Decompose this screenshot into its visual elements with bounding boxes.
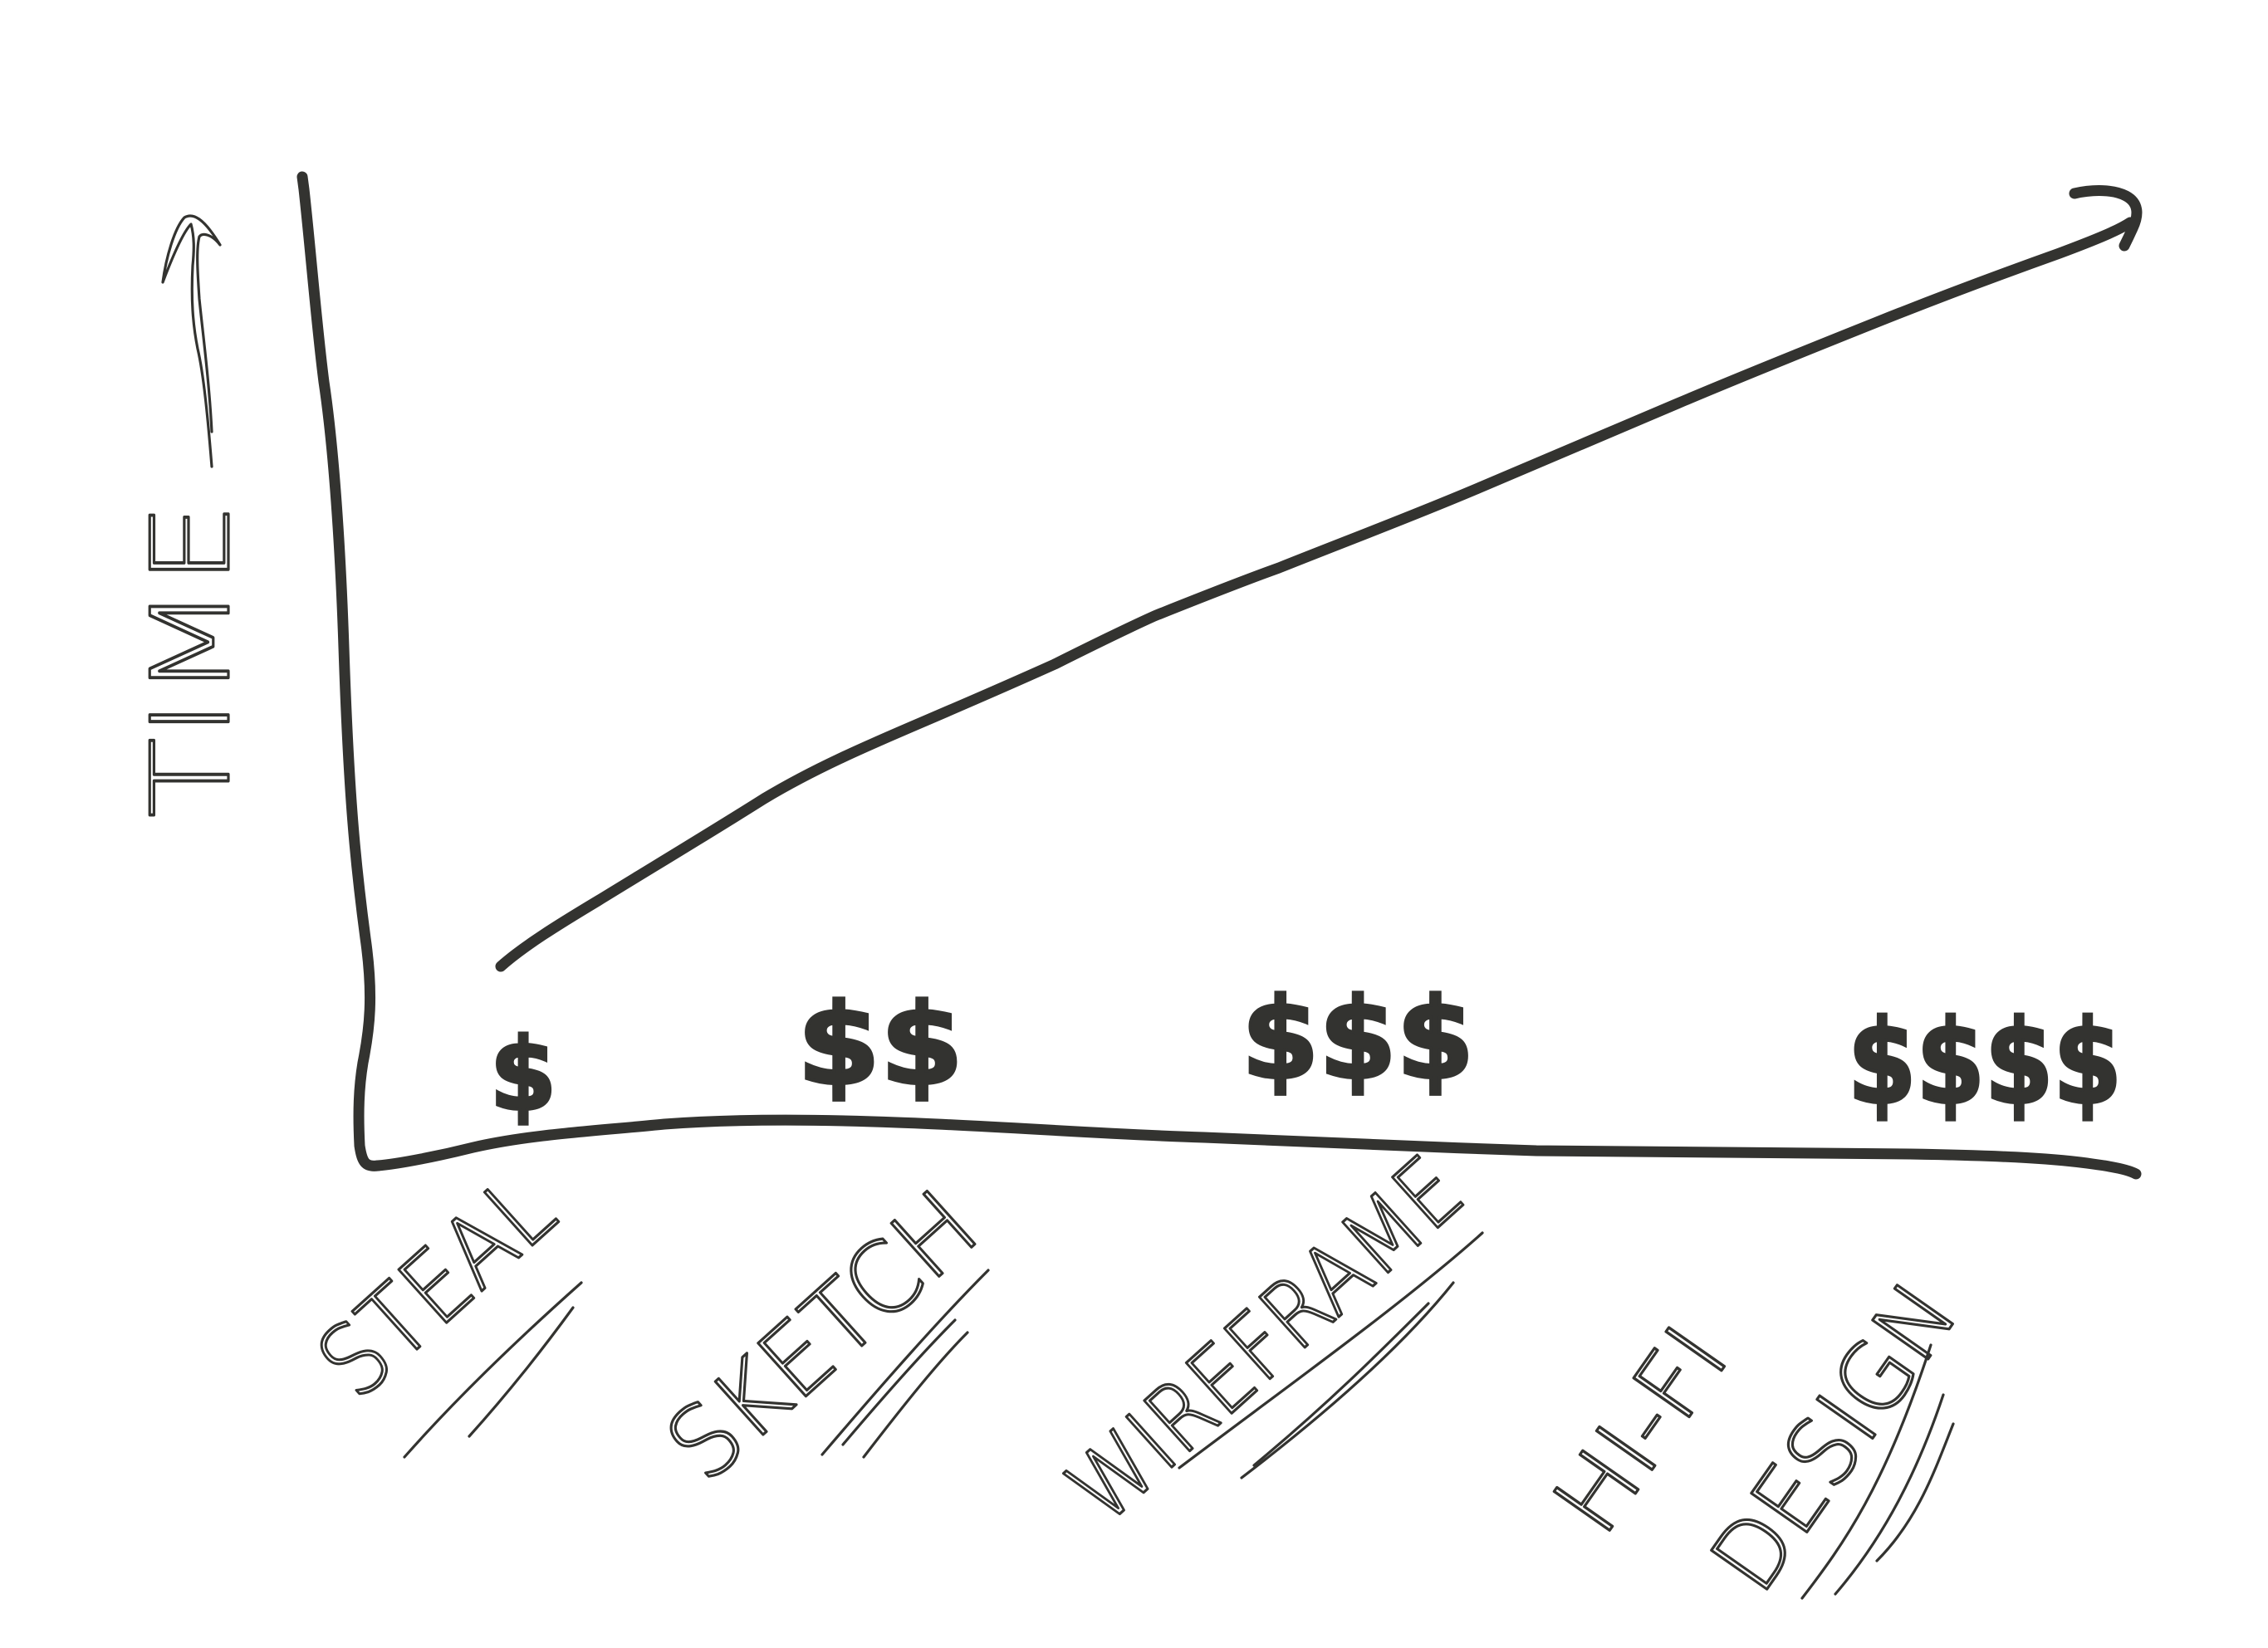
y-axis-line <box>296 171 384 1171</box>
sketch-underline-icon <box>820 1269 990 1459</box>
cost-steal: $ <box>490 1018 556 1133</box>
cost-wireframe: $$$ <box>1242 974 1474 1104</box>
stage-label-hifi-line2: DESIGN <box>1691 1264 1979 1611</box>
wireframe-underline-icon <box>1178 1231 1484 1479</box>
stage-label-wireframe: WIREFRAME <box>1047 1137 1483 1544</box>
hifi-underline-icon <box>1800 1343 1955 1600</box>
cost-hifi: $$$$ <box>1848 995 2122 1131</box>
trend-arrowhead-icon <box>2069 185 2143 252</box>
x-axis-line <box>372 1114 2142 1180</box>
y-axis-arrow-icon <box>161 214 222 468</box>
y-axis-label: TIME <box>128 502 254 818</box>
stage-label-steal: STEAL <box>296 1152 576 1420</box>
time-trend-line <box>495 217 2136 972</box>
cost-sketch: $$ <box>797 980 963 1110</box>
steal-underline-icon <box>403 1281 583 1459</box>
